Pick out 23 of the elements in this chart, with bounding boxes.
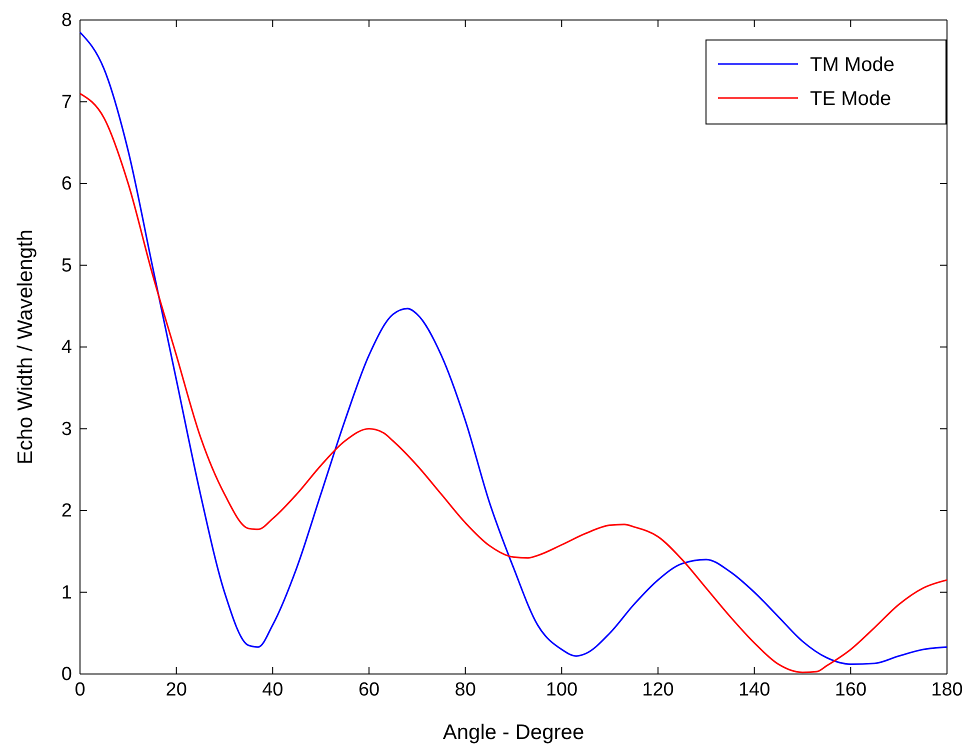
x-tick-label: 20 [166, 679, 187, 700]
x-tick-label: 40 [262, 679, 284, 700]
x-axis-title: Angle - Degree [442, 721, 584, 744]
x-tick-label: 180 [931, 679, 963, 700]
legend-label: TE Mode [810, 88, 892, 110]
y-axis-title: Echo Width / Wavelength [14, 230, 37, 464]
y-tick-label: 4 [61, 337, 72, 358]
x-tick-label: 140 [738, 679, 770, 700]
y-tick-label: 7 [61, 92, 72, 113]
x-tick-label: 0 [74, 679, 86, 700]
y-tick-label: 0 [61, 664, 72, 686]
x-tick-label: 60 [358, 679, 380, 700]
y-tick-label: 2 [61, 500, 72, 522]
x-tick-label: 100 [546, 679, 578, 700]
y-tick-label: 6 [61, 174, 72, 195]
legend-label: TM Mode [810, 54, 894, 76]
y-tick-label: 3 [61, 418, 72, 440]
x-tick-label: 80 [454, 679, 476, 700]
x-tick-label: 160 [834, 679, 867, 700]
y-tick-label: 8 [61, 10, 72, 32]
y-tick-label: 5 [61, 255, 72, 276]
y-tick-label: 1 [61, 582, 72, 604]
x-tick-label: 120 [642, 679, 674, 700]
